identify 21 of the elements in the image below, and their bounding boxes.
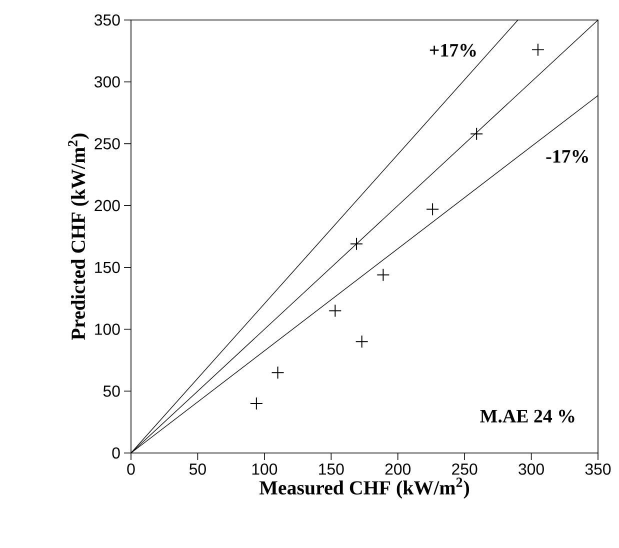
- y-tick-label: 200: [94, 200, 120, 212]
- y-tick-label: 150: [95, 262, 120, 274]
- y-tick-label: 50: [103, 386, 120, 397]
- x-tick-label: 250: [452, 464, 478, 475]
- x-axis-title: Measured CHF (kW/m$^{2}$): [259, 478, 470, 499]
- y-tick-label: 0: [112, 447, 120, 459]
- x-tick-label: 300: [518, 464, 544, 475]
- y-tick-label: 250: [94, 138, 120, 150]
- x-tick-label: 0: [127, 464, 135, 475]
- annotation: M.AE 24 %: [480, 410, 574, 423]
- x-tick-label: 50: [189, 464, 206, 475]
- annotation: +17%: [430, 44, 476, 57]
- y-tick-label: 100: [95, 324, 120, 335]
- x-tick-label: 200: [385, 464, 411, 475]
- y-tick-label: 350: [94, 14, 120, 26]
- y-axis-title: Predicted CHF (kW/m$^{2}$): [68, 134, 90, 340]
- x-tick-label: 100: [252, 464, 278, 475]
- y-tick-label: 300: [94, 76, 120, 88]
- annotation: -17%: [546, 150, 588, 163]
- x-tick-label: 350: [585, 464, 611, 475]
- x-tick-label: 150: [319, 464, 344, 475]
